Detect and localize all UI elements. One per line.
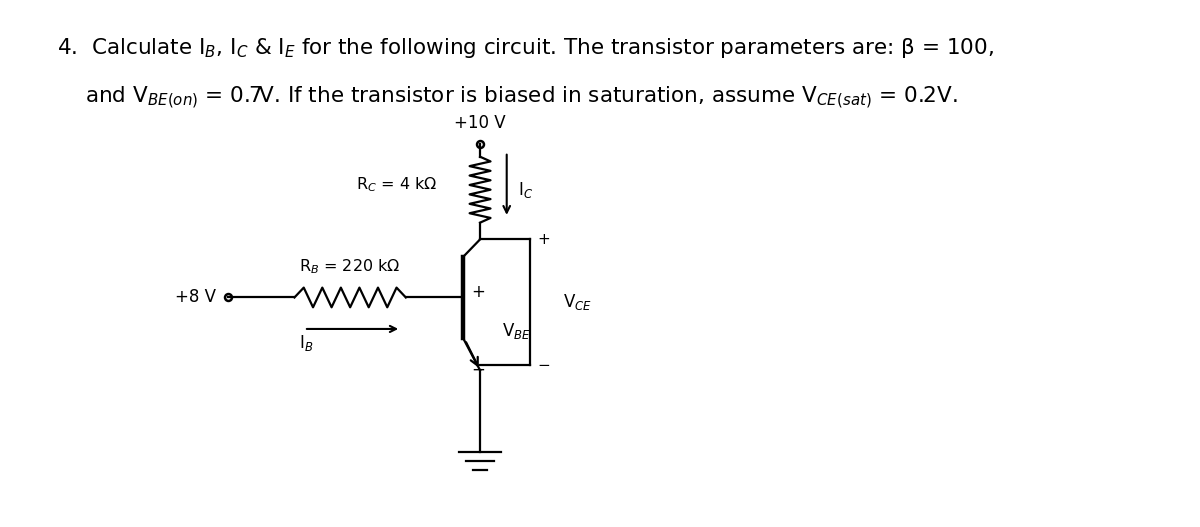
Text: V$_{CE}$: V$_{CE}$ [563, 292, 592, 313]
Text: V$_{BE}$: V$_{BE}$ [502, 321, 530, 341]
Text: and V$_{BE(on)}$ = 0.7V. If the transistor is biased in saturation, assume V$_{C: and V$_{BE(on)}$ = 0.7V. If the transist… [85, 85, 958, 111]
Text: +: + [472, 284, 485, 301]
Text: +10 V: +10 V [455, 114, 506, 132]
Text: −: − [472, 360, 485, 378]
Text: 4.  Calculate I$_B$, I$_C$ & I$_E$ for the following circuit. The transistor par: 4. Calculate I$_B$, I$_C$ & I$_E$ for th… [56, 36, 994, 60]
Text: I$_B$: I$_B$ [299, 333, 313, 353]
Text: +: + [538, 232, 550, 247]
Text: R$_B$ = 220 kΩ: R$_B$ = 220 kΩ [299, 257, 401, 276]
Text: I$_C$: I$_C$ [518, 180, 533, 200]
Text: +8 V: +8 V [175, 288, 216, 307]
Text: −: − [538, 358, 550, 373]
Text: R$_C$ = 4 kΩ: R$_C$ = 4 kΩ [356, 175, 437, 194]
